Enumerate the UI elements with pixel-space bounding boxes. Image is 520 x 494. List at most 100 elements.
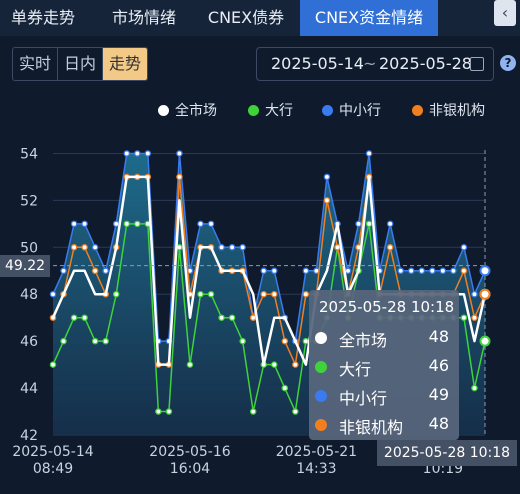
period-trend[interactable]: 走势	[103, 48, 148, 80]
point-big[interactable]	[207, 290, 215, 298]
point-big[interactable]	[91, 337, 99, 345]
point-small[interactable]	[302, 267, 310, 275]
tab-cnex-bond[interactable]: CNEX债券	[207, 8, 285, 27]
point-small[interactable]	[344, 267, 352, 275]
point-small[interactable]	[102, 267, 109, 275]
point-small[interactable]	[260, 267, 267, 275]
point-small[interactable]	[323, 173, 331, 181]
legend-item-small[interactable]: 中小行	[322, 100, 381, 120]
point-big[interactable]	[165, 408, 173, 415]
point-small[interactable]	[112, 220, 120, 228]
point-nonbank[interactable]	[460, 267, 468, 275]
point-nonbank[interactable]	[386, 244, 394, 251]
point-small[interactable]	[418, 267, 426, 275]
point-small[interactable]	[207, 220, 215, 228]
point-small[interactable]	[397, 267, 404, 275]
point-big[interactable]	[197, 290, 204, 298]
point-small[interactable]	[49, 290, 57, 298]
point-small[interactable]	[271, 267, 278, 275]
date-start[interactable]: 2025-05-14	[271, 54, 364, 73]
point-small[interactable]	[439, 267, 447, 275]
point-nonbank[interactable]	[334, 244, 341, 251]
period-intraday[interactable]: 日内	[58, 48, 104, 80]
tooltip-row-big: 大行 46	[315, 356, 455, 379]
point-big[interactable]	[365, 220, 373, 228]
period-realtime[interactable]: 实时	[13, 48, 59, 80]
point-big[interactable]	[471, 384, 478, 392]
legend-dot-small	[322, 105, 333, 116]
point-small[interactable]	[134, 150, 141, 157]
point-small[interactable]	[460, 244, 468, 251]
tooltip-dot-small	[315, 390, 327, 402]
date-separator: ~	[363, 54, 377, 73]
point-big[interactable]	[102, 337, 109, 345]
legend-item-all[interactable]: 全市场	[158, 100, 217, 120]
y-tick-label: 54	[20, 146, 38, 162]
point-nonbank[interactable]	[260, 290, 267, 298]
point-small[interactable]	[70, 220, 78, 228]
point-big[interactable]	[302, 337, 310, 345]
point-big[interactable]	[271, 361, 278, 368]
point-nonbank[interactable]	[249, 314, 257, 321]
point-big[interactable]	[70, 314, 78, 321]
point-small[interactable]	[218, 244, 225, 251]
point-big[interactable]	[249, 408, 257, 415]
point-small[interactable]	[60, 267, 67, 275]
point-nonbank[interactable]	[271, 290, 278, 298]
legend-item-nonbank[interactable]: 非银机构	[412, 100, 485, 120]
date-end[interactable]: 2025-05-28	[379, 54, 472, 73]
y-tick-label: 42	[20, 428, 38, 444]
point-big[interactable]	[155, 408, 162, 415]
legend-label-all: 全市场	[175, 103, 217, 119]
point-big[interactable]	[460, 314, 468, 321]
point-nonbank[interactable]	[81, 244, 88, 251]
date-range-picker[interactable]: 2025-05-14 ~ 2025-05-28	[256, 47, 494, 81]
legend-dot-nonbank	[412, 105, 423, 116]
legend-item-big[interactable]: 大行	[248, 100, 293, 120]
point-nonbank[interactable]	[176, 173, 183, 181]
point-small[interactable]	[176, 150, 183, 157]
point-small[interactable]	[197, 220, 204, 228]
point-nonbank[interactable]	[91, 267, 99, 275]
point-small[interactable]	[450, 267, 457, 275]
point-nonbank[interactable]	[323, 197, 331, 204]
legend-label-small: 中小行	[339, 103, 381, 119]
point-small[interactable]	[386, 220, 394, 228]
point-nonbank[interactable]	[292, 361, 299, 368]
point-nonbank[interactable]	[302, 290, 310, 298]
help-icon[interactable]: ?	[500, 55, 516, 71]
point-nonbank[interactable]	[471, 314, 478, 321]
chevron-left-icon[interactable]: ‹	[494, 0, 516, 26]
point-small[interactable]	[407, 267, 415, 275]
y-tick-label: 46	[20, 334, 38, 350]
point-small[interactable]	[355, 220, 362, 228]
point-big[interactable]	[112, 290, 120, 298]
point-big[interactable]	[134, 220, 141, 228]
point-small[interactable]	[228, 244, 236, 251]
point-small[interactable]	[123, 150, 131, 157]
point-nonbank[interactable]	[281, 337, 289, 345]
point-big[interactable]	[218, 314, 225, 321]
point-small[interactable]	[239, 244, 246, 251]
point-small[interactable]	[365, 150, 373, 157]
point-nonbank[interactable]	[70, 244, 78, 251]
tab-cnex-fund-sentiment[interactable]: CNEX资金情绪	[300, 0, 438, 36]
tab-bar: 单券走势 市场情绪 CNEX债券 CNEX资金情绪 ‹	[0, 0, 520, 36]
tab-market-sentiment[interactable]: 市场情绪	[111, 8, 176, 27]
point-small[interactable]	[429, 267, 436, 275]
calendar-icon[interactable]	[470, 57, 484, 71]
point-big[interactable]	[60, 337, 67, 345]
point-small[interactable]	[91, 244, 99, 251]
tab-single-bond[interactable]: 单券走势	[10, 8, 75, 27]
point-small[interactable]	[81, 220, 88, 228]
point-big[interactable]	[292, 408, 299, 415]
point-big[interactable]	[281, 384, 289, 392]
point-big[interactable]	[49, 361, 57, 368]
point-big[interactable]	[186, 361, 194, 368]
point-big[interactable]	[228, 314, 236, 321]
point-big[interactable]	[123, 220, 131, 228]
point-small[interactable]	[471, 290, 478, 298]
point-big[interactable]	[239, 337, 246, 345]
point-small[interactable]	[144, 150, 152, 157]
point-big[interactable]	[81, 314, 88, 321]
